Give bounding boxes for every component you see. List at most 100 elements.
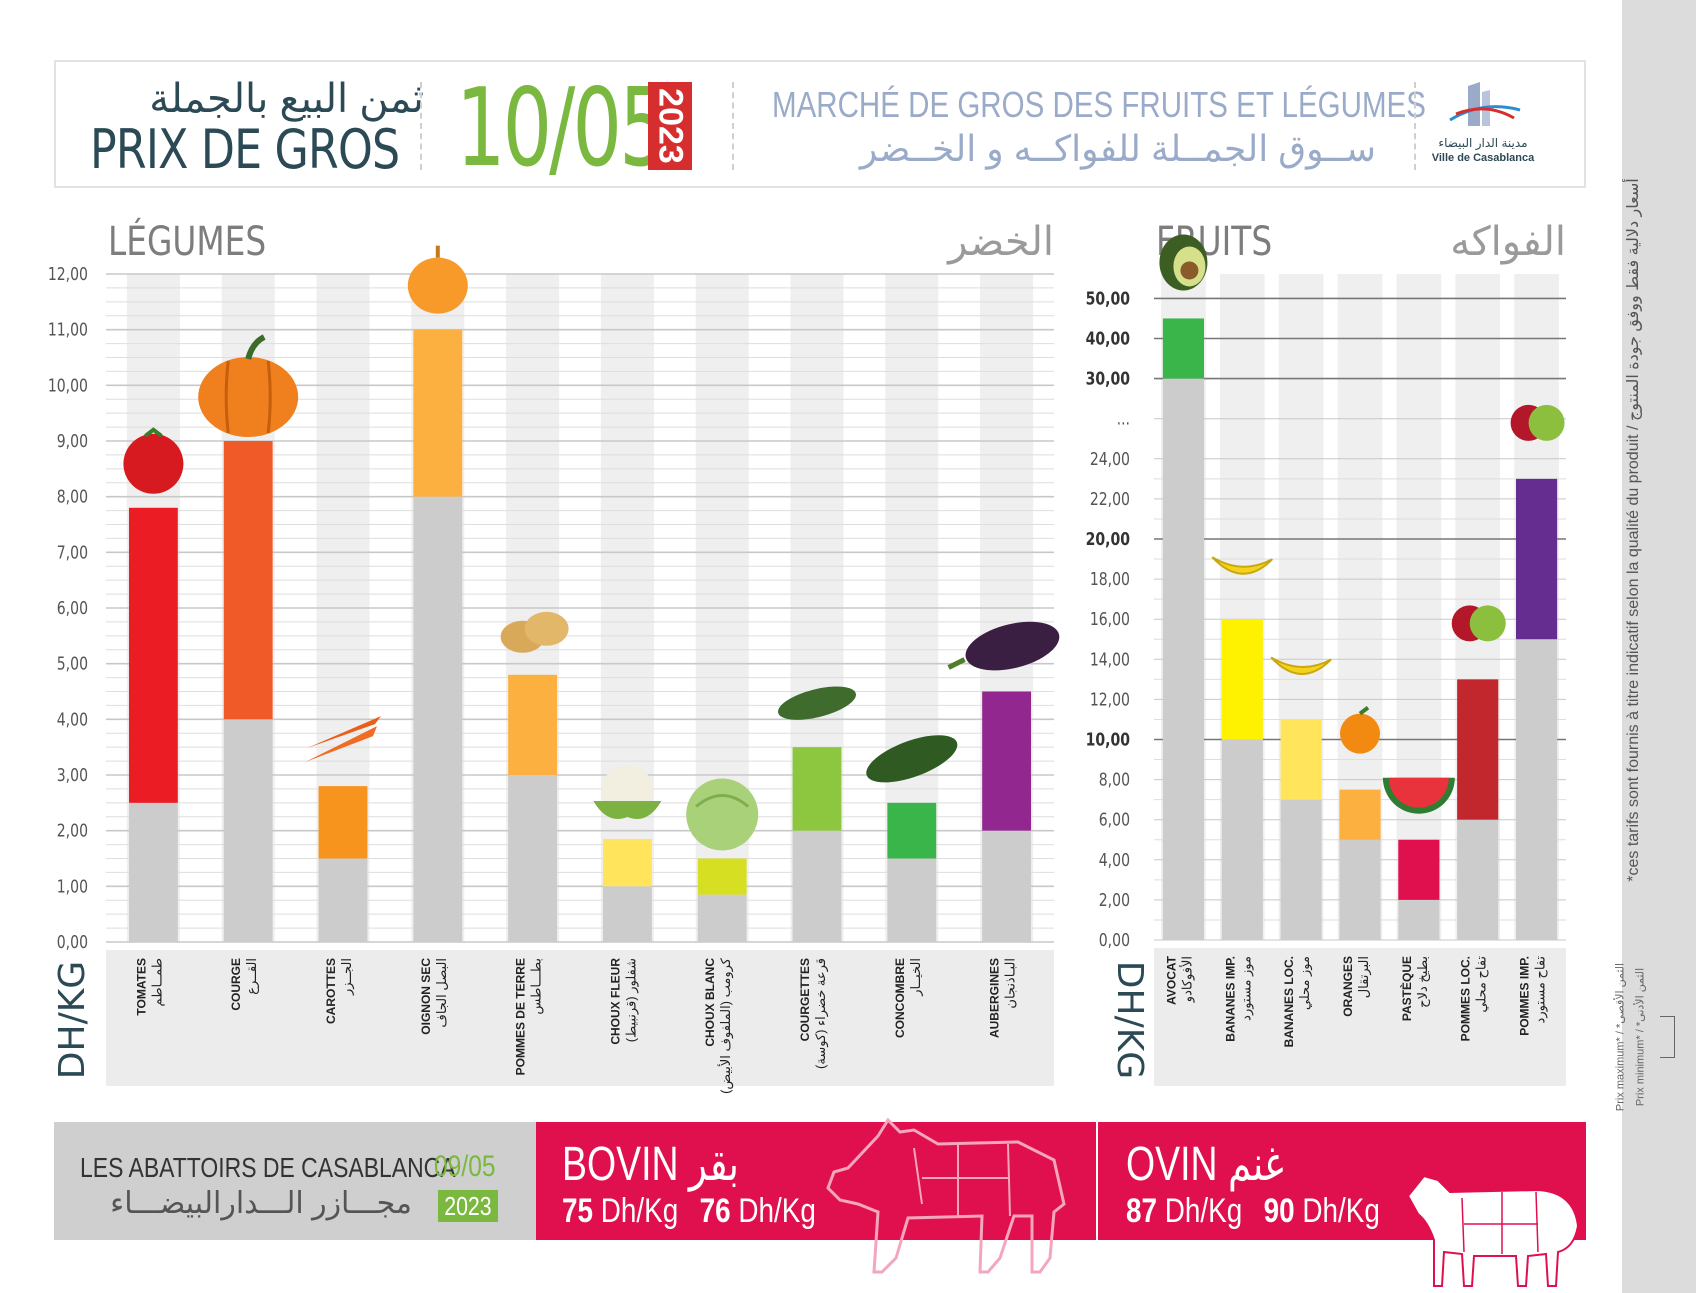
cauliflower-leaves <box>593 801 662 820</box>
pumpkin-body <box>198 357 299 437</box>
ovin-max-unit: Dh/Kg <box>1302 1192 1380 1230</box>
market-name-arabic: ســوق الجمــلة للفواكــه و الخــضر <box>859 128 1376 169</box>
bar-max-courgettes <box>792 747 842 831</box>
ovin-name: OVIN <box>1126 1138 1218 1191</box>
pumpkin-stem <box>245 334 266 360</box>
bar-max-pommes-loc- <box>1457 679 1499 820</box>
apple-icon <box>1510 404 1565 441</box>
orange-icon <box>1340 706 1380 754</box>
bar-max-bananes-imp- <box>1221 619 1263 740</box>
avocado-icon <box>1159 234 1208 291</box>
banana-icon <box>1211 556 1273 575</box>
header-banner: ثمن البيع بالجملة PRIX DE GROS 10/05 202… <box>54 60 1586 191</box>
bovin-max-unit: Dh/Kg <box>738 1192 816 1230</box>
bar-max-pommes-imp- <box>1515 478 1558 640</box>
y-tick-label: 10,00 <box>48 375 88 396</box>
y-tick-label: 24,00 <box>1090 448 1130 469</box>
abattoirs-year-badge: 2023 <box>438 1190 498 1222</box>
bar-min-pommes-de-terre <box>508 775 558 942</box>
y-tick-label: 0,00 <box>57 931 88 952</box>
casablanca-logo: مدينة الدار البيضاء Ville de Casablanca <box>1428 80 1538 175</box>
bar-min-oranges <box>1339 839 1381 940</box>
disclaimer-note: *ces tarifs sont fournis à titre indicat… <box>1625 178 1642 882</box>
category-label-french: AUBERGINES <box>988 958 1002 1038</box>
bar-min-tomates <box>128 802 178 942</box>
chart-1: FRUITS الفواكه0,002,004,006,008,0010,0012… <box>1086 218 1566 1086</box>
category-label-arabic: الأفوكادو <box>1178 956 1195 1003</box>
y-tick-label: 2,00 <box>57 820 88 841</box>
category-label-french: BANANES IMP. <box>1223 956 1237 1042</box>
category-label-french: CONCOMBRE <box>893 958 907 1038</box>
apple-body <box>1528 404 1565 441</box>
bar-min-pommes-loc- <box>1457 819 1499 940</box>
y-tick-label: 9,00 <box>57 430 88 451</box>
carrot-body <box>305 726 377 763</box>
bar-max-carottes <box>318 786 368 859</box>
category-label-arabic: قرعة خضراء (كوسة) <box>813 958 829 1069</box>
y-tick-label: 4,00 <box>1099 849 1130 870</box>
abattoirs-info-panel: LES ABATTOIRS DE CASABLANCA مجـــازر الـ… <box>54 1122 536 1240</box>
category-label-arabic: الخيــار <box>908 958 924 997</box>
eggplant-body <box>965 621 1060 671</box>
bar-min-pommes-imp- <box>1515 639 1558 940</box>
abattoirs-title-arabic: مجـــازر الـــدارالبيضـــاء <box>110 1187 412 1220</box>
banana-icon <box>1270 656 1332 675</box>
bar-max-pommes-de-terre <box>508 674 558 775</box>
category-label-french: OIGNON SEC <box>419 958 433 1035</box>
avocado-pit <box>1180 261 1199 280</box>
category-label-french: CAROTTES <box>324 958 338 1024</box>
category-label-french: AVOCAT <box>1164 955 1178 1005</box>
zucchini-body <box>778 686 856 720</box>
bovin-title: BOVIN بقر <box>562 1136 739 1192</box>
category-label-arabic: تفاح مستورد <box>1533 956 1549 1024</box>
legend-brace <box>1660 1016 1675 1058</box>
cow-icon <box>826 1117 1066 1274</box>
zucchini-icon <box>778 686 856 720</box>
y-tick-label: 18,00 <box>1090 568 1130 589</box>
bar-min-past-que <box>1398 899 1440 940</box>
category-label-arabic: موز محلي <box>1297 956 1313 1010</box>
chart-title-french: LÉGUMES <box>108 217 266 265</box>
y-tick-label: 12,00 <box>48 263 88 284</box>
y-tick-label: 22,00 <box>1090 488 1130 509</box>
bar-min-oignon-sec <box>413 496 463 942</box>
casablanca-logo-icon <box>1449 82 1521 126</box>
y-axis-unit: DH/KG <box>1109 961 1150 1079</box>
carrot-icon <box>305 716 381 763</box>
abattoirs-band: LES ABATTOIRS DE CASABLANCA مجـــازر الـ… <box>54 1117 1586 1287</box>
y-tick-label: 0,00 <box>1099 929 1130 950</box>
bar-min-courge <box>223 719 273 942</box>
pumpkin-icon <box>198 334 299 437</box>
y-tick-label: 30,00 <box>1086 368 1130 389</box>
y-tick-label: 6,00 <box>57 597 88 618</box>
category-label-french: COURGE <box>229 958 243 1011</box>
y-tick-label: 12,00 <box>1090 689 1130 710</box>
ovin-min-price: 87 <box>1126 1192 1158 1230</box>
bar-max-bananes-loc- <box>1280 719 1322 800</box>
legend-min-label: Prix minimum* / *الثمن الأدنى <box>1634 967 1647 1107</box>
cauliflower-icon <box>593 765 662 820</box>
category-label-arabic: البـاذنجان <box>1003 958 1018 1009</box>
y-tick-label: 50,00 <box>1086 288 1130 309</box>
y-tick-label: 16,00 <box>1090 608 1130 629</box>
y-tick-label: 14,00 <box>1090 649 1130 670</box>
bovin-min-unit: Dh/Kg <box>600 1192 679 1230</box>
category-label-french: TOMATES <box>134 958 148 1016</box>
category-label-arabic: تفاح محلي <box>1474 956 1490 1013</box>
y-tick-label: 3,00 <box>57 764 88 785</box>
tomato-stem <box>144 427 163 438</box>
tomato-body <box>123 433 184 494</box>
y-tick-label: 8,00 <box>57 486 88 507</box>
abattoirs-date: 09/05 <box>434 1150 496 1183</box>
onion-body <box>407 257 468 314</box>
abattoirs-year: 2023 <box>444 1191 492 1221</box>
apple-icon <box>1451 605 1506 642</box>
y-tick-label: ... <box>1117 408 1130 429</box>
tomato-icon <box>123 427 184 494</box>
bar-min-carottes <box>318 858 368 942</box>
y-tick-label: 40,00 <box>1086 328 1130 349</box>
bar-min-bananes-imp- <box>1221 739 1263 940</box>
cabbage-body <box>686 778 759 851</box>
category-label-french: POMMES LOC. <box>1459 956 1473 1041</box>
y-axis-unit: DH/KG <box>52 961 93 1079</box>
